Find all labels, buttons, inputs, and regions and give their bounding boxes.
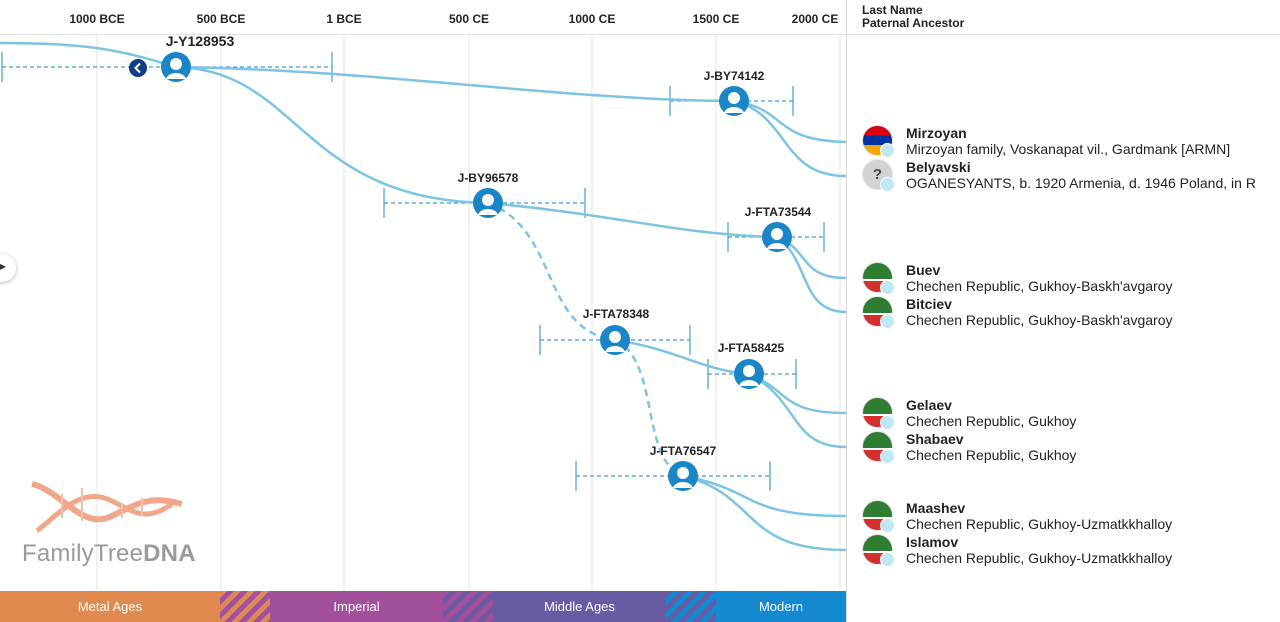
- paternal-ancestor: Mirzoyan family, Voskanapat vil., Gardma…: [906, 141, 1231, 157]
- paternal-ancestor: Chechen Republic, Gukhoy-Baskh'avgaroy: [906, 278, 1173, 294]
- haplogroup-node[interactable]: J-FTA76547: [650, 444, 717, 491]
- column-header-last-name: Last Name: [862, 3, 923, 17]
- branch-to-j-fta58425: [614, 338, 750, 376]
- person-icon: [170, 58, 182, 70]
- last-name: Shabaev: [906, 431, 964, 447]
- era-transition: [220, 591, 270, 622]
- status-badge: [880, 314, 895, 329]
- last-name: Belyavski: [906, 159, 971, 175]
- tick-500-ce: 500 CE: [448, 12, 490, 26]
- branch-mirzoyan: [733, 99, 846, 144]
- branch-to-j-by74142: [175, 65, 735, 103]
- branch-to-j-fta76547: [614, 338, 684, 478]
- era-imperial: Imperial: [270, 591, 443, 622]
- haplogroup-node[interactable]: J-FTA78348: [583, 307, 650, 355]
- branch-root: [0, 41, 177, 69]
- branch-to-j-by96578: [175, 65, 489, 205]
- haplogroup-node[interactable]: J-BY96578: [458, 171, 519, 218]
- chevron-right-icon: ▸: [0, 259, 7, 273]
- haplogroup-label: J-FTA58425: [718, 341, 785, 355]
- person-icon: [728, 92, 740, 104]
- column-header: Last Name Paternal Ancestor: [862, 4, 964, 30]
- era-transition: [443, 591, 493, 622]
- person-icon: [482, 194, 494, 206]
- branch-shabaev: [748, 372, 846, 449]
- familytreedna-wordmark: FamilyTreeDNA: [22, 540, 196, 567]
- last-name: Bitciev: [906, 296, 952, 312]
- haplotree-chart: J-Y128953 J-BY74142 J-BY96578 J-FTA73544 J-F…: [0, 33, 846, 590]
- branch-to-j-fta78348: [487, 201, 616, 342]
- paternal-ancestor: Chechen Republic, Gukhoy-Baskh'avgaroy: [906, 312, 1173, 328]
- status-badge: [880, 415, 895, 430]
- branch-gelaev: [748, 372, 846, 415]
- status-badge: [880, 518, 895, 533]
- haplogroup-label: J-BY96578: [458, 171, 519, 185]
- haplogroup-label: J-FTA78348: [583, 307, 650, 321]
- confidence-bars: [2, 66, 824, 477]
- last-name: Islamov: [906, 534, 959, 550]
- status-badge: [880, 177, 895, 192]
- haplogroup-node[interactable]: J-BY74142: [704, 69, 765, 116]
- chechnya-flag-icon: [862, 534, 893, 565]
- paternal-ancestor: OGANESYANTS, b. 1920 Armenia, d. 1946 Po…: [906, 175, 1256, 191]
- status-badge: [880, 143, 895, 158]
- branch-belyavski: [733, 99, 846, 178]
- last-name: Buev: [906, 262, 941, 278]
- last-name: Maashev: [906, 500, 966, 516]
- branch-to-j-fta73544: [487, 201, 778, 239]
- era-metal-ages: Metal Ages: [0, 591, 220, 622]
- header-divider: [0, 34, 1280, 35]
- branch-bitciev: [776, 235, 846, 314]
- inferred-branches: [487, 201, 684, 478]
- person-icon: [609, 331, 621, 343]
- haplogroup-label: J-FTA73544: [745, 205, 812, 219]
- last-name: Mirzoyan: [906, 125, 967, 141]
- paternal-ancestor: Chechen Republic, Gukhoy: [906, 447, 1077, 463]
- haplogroup-label: J-FTA76547: [650, 444, 717, 458]
- haplogroup-label: J-BY74142: [704, 69, 765, 83]
- haplogroup-node[interactable]: J-Y128953: [161, 33, 234, 82]
- haplogroup-label: J-Y128953: [166, 33, 235, 49]
- last-name: Gelaev: [906, 397, 952, 413]
- branch-islamov: [682, 474, 846, 552]
- haplogroup-node[interactable]: J-FTA73544: [745, 205, 812, 252]
- person-icon: [771, 228, 783, 240]
- range-caps: [1, 52, 825, 491]
- era-modern: Modern: [716, 591, 846, 622]
- expand-panel-button[interactable]: ▸: [0, 254, 16, 282]
- tick-500-bce: 500 BCE: [196, 12, 246, 26]
- person-icon: [743, 365, 755, 377]
- column-header-paternal-ancestor: Paternal Ancestor: [862, 16, 965, 30]
- tick-1-bce: 1 BCE: [326, 12, 362, 26]
- person-icon: [677, 467, 689, 479]
- grid-lines: [96, 34, 841, 590]
- paternal-ancestor: Chechen Republic, Gukhoy: [906, 413, 1077, 429]
- era-middle-ages: Middle Ages: [493, 591, 666, 622]
- paternal-ancestor: Chechen Republic, Gukhoy-Uzmatkkhalloy: [906, 550, 1173, 566]
- branch-maashev: [682, 474, 846, 518]
- tick-1000-bce: 1000 BCE: [69, 12, 125, 26]
- paternal-ancestor: Chechen Republic, Gukhoy-Uzmatkkhalloy: [906, 516, 1173, 532]
- panel-divider: [846, 0, 847, 622]
- status-badge: [880, 449, 895, 464]
- status-badge: [880, 552, 895, 567]
- haplogroup-node[interactable]: J-FTA58425: [718, 341, 785, 389]
- branches: [0, 41, 846, 552]
- collapse-button[interactable]: [129, 59, 147, 77]
- tick-1500-ce: 1500 CE: [692, 12, 740, 26]
- tick-1000-ce: 1000 CE: [568, 12, 616, 26]
- tick-2000-ce: 2000 CE: [791, 12, 839, 26]
- chevron-left-icon: [134, 62, 141, 74]
- familytreedna-logo: [31, 481, 183, 533]
- era-transition: [666, 591, 716, 622]
- status-badge: [880, 280, 895, 295]
